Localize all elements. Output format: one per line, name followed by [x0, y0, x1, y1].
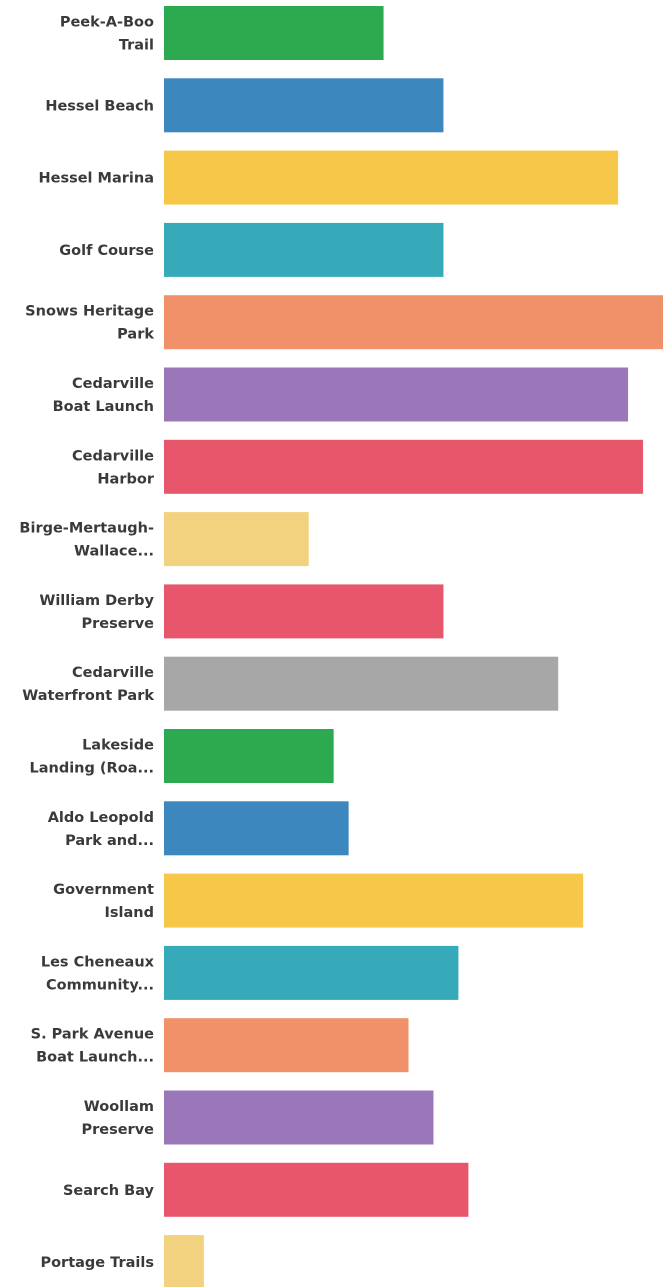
bar — [164, 873, 584, 928]
category-label: Harbor — [97, 471, 154, 487]
category-label: Preserve — [81, 616, 154, 632]
category-label: Government — [53, 882, 154, 898]
bar — [164, 729, 334, 783]
category-label: Boat Launch — [53, 399, 154, 415]
category-label: Landing (Roa... — [29, 761, 154, 777]
category-label: Park — [117, 327, 154, 343]
category-label: Golf Course — [59, 243, 154, 259]
category-label: Woollam — [84, 1099, 154, 1115]
bar — [164, 1235, 204, 1287]
category-label: Community... — [46, 977, 154, 993]
category-label: Cedarville — [72, 665, 154, 681]
category-label: Search Bay — [63, 1183, 155, 1199]
category-label: Les Cheneaux — [41, 954, 155, 970]
category-label: Boat Launch... — [36, 1050, 154, 1066]
category-label: Hessel Beach — [45, 98, 154, 114]
category-label: Snows Heritage — [25, 304, 154, 320]
category-label: Park and... — [65, 833, 154, 849]
category-label: S. Park Avenue — [31, 1027, 155, 1043]
category-label: Cedarville — [72, 448, 154, 464]
category-label: Trail — [119, 38, 154, 54]
bar — [164, 656, 559, 711]
category-label: Wallace... — [74, 544, 154, 560]
category-label: William Derby — [39, 593, 154, 609]
category-label: Preserve — [81, 1122, 154, 1138]
bar — [164, 801, 349, 856]
bar — [164, 150, 619, 205]
bar — [164, 1018, 409, 1073]
category-label: Peek-A-Boo — [60, 15, 154, 31]
bar — [164, 222, 444, 277]
bar — [164, 78, 444, 133]
category-label: Portage Trails — [40, 1255, 154, 1271]
category-label: Birge-Mertaugh- — [19, 521, 154, 537]
bar — [164, 295, 663, 350]
category-label: Lakeside — [82, 738, 154, 754]
category-label: Island — [105, 905, 154, 921]
bar — [164, 439, 644, 494]
bar — [164, 945, 459, 1000]
bar — [164, 1162, 469, 1217]
bar — [164, 367, 629, 422]
category-label: Waterfront Park — [22, 688, 154, 704]
bar — [164, 512, 309, 567]
category-label: Aldo Leopold — [48, 810, 154, 826]
category-label: Hessel Marina — [38, 171, 154, 187]
bar — [164, 584, 444, 639]
bar — [164, 1090, 434, 1145]
bar — [164, 6, 384, 60]
category-label: Cedarville — [72, 376, 154, 392]
